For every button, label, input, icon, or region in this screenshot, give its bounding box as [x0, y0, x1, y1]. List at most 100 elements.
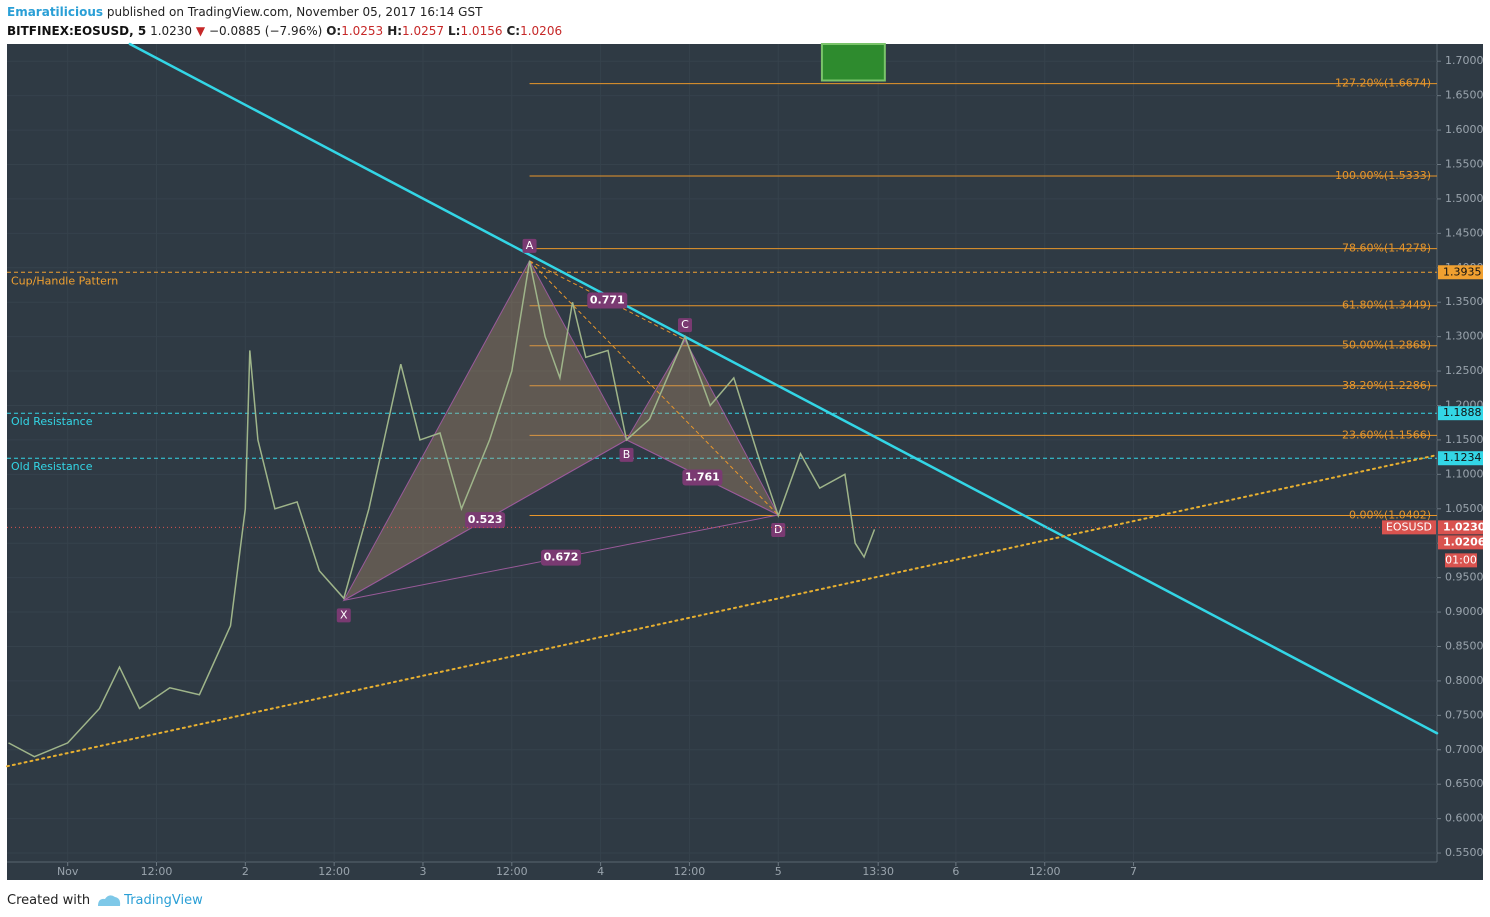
x-tick-label: 4	[597, 865, 604, 878]
y-tick-label: 0.6000	[1445, 812, 1484, 825]
chart-bg	[7, 44, 1483, 880]
fib-label: 78.60%(1.4278)	[1342, 242, 1431, 255]
ohlc-key: O:	[326, 24, 342, 38]
x-tick-label: 2	[242, 865, 249, 878]
brand[interactable]: TradingView	[124, 893, 203, 908]
fib-label: 61.80%(1.3449)	[1342, 299, 1431, 312]
axis-tag-label: 1.1234	[1443, 451, 1482, 464]
ratio-box	[587, 292, 628, 309]
level-label: Cup/Handle Pattern	[11, 274, 118, 287]
y-tick-label: 0.8500	[1445, 639, 1484, 652]
ratio-label: 0.771	[590, 293, 625, 306]
symbol: BITFINEX:EOSUSD, 5	[7, 24, 147, 38]
x-tick-label: 13:30	[862, 865, 894, 878]
price-tag	[1438, 535, 1483, 550]
quote-line: BITFINEX:EOSUSD, 5 1.0230 ▼ −0.0885 (−7.…	[7, 22, 566, 41]
y-tick-label: 1.6000	[1445, 123, 1484, 136]
target-box	[820, 43, 886, 82]
y-tick-label: 0.9500	[1445, 571, 1484, 584]
header: Emaratilicious published on TradingView.…	[7, 3, 566, 41]
ohlc-value: 1.0206	[520, 24, 563, 38]
x-tick-label: 12:00	[674, 865, 706, 878]
fib-label: 0.00%(1.0402)	[1349, 509, 1431, 522]
y-tick-label: 1.5500	[1445, 157, 1484, 170]
axis-tag	[1438, 265, 1483, 280]
point-label: B	[623, 448, 631, 461]
ohlc-value: 1.0156	[460, 24, 503, 38]
point-label: A	[526, 239, 534, 252]
x-tick-label: 5	[775, 865, 782, 878]
axis-tag-label: 1.1888	[1443, 406, 1482, 419]
x-tick-label: 6	[952, 865, 959, 878]
y-tick-label: 1.5000	[1445, 192, 1484, 205]
point-label: C	[681, 318, 689, 331]
x-tick-label: 12:00	[496, 865, 528, 878]
y-tick-label: 0.7000	[1445, 743, 1484, 756]
level-label: Old Resistance	[11, 460, 93, 473]
ratio-label: 0.672	[544, 551, 579, 564]
y-tick-label: 0.8000	[1445, 674, 1484, 687]
pattern-ratio-line	[529, 260, 779, 516]
ratio-box	[465, 512, 506, 529]
y-tick-label: 1.2500	[1445, 364, 1484, 377]
countdown: 01:00	[1445, 553, 1477, 566]
point-box	[771, 522, 786, 537]
axis-tag	[1438, 406, 1483, 421]
y-tick-label: 1.1000	[1445, 467, 1484, 480]
point-box	[677, 318, 692, 333]
ohlc-value: 1.0257	[402, 24, 445, 38]
fib-label: 50.00%(1.2868)	[1342, 339, 1431, 352]
arrow: ▼	[195, 24, 206, 38]
x-tick-label: Nov	[57, 865, 79, 878]
y-tick-label: 1.3000	[1445, 330, 1484, 343]
point-box	[619, 447, 634, 462]
logo	[98, 895, 121, 906]
ratio-label: 0.523	[468, 513, 503, 526]
y-tick-label: 1.4500	[1445, 226, 1484, 239]
ratio-box	[541, 549, 582, 566]
ratio-box	[682, 469, 723, 486]
y-tick-label: 1.6500	[1445, 89, 1484, 102]
y-tick-label: 0.9000	[1445, 605, 1484, 618]
y-tick-label: 0.7500	[1445, 708, 1484, 721]
author[interactable]: Emaratilicious	[7, 5, 104, 19]
y-tick-label: 1.7000	[1445, 54, 1484, 67]
ohlc-key: H:	[387, 24, 403, 38]
y-tick-label: 1.3500	[1445, 295, 1484, 308]
point-label: D	[774, 523, 782, 536]
price-line	[8, 260, 876, 758]
footer: Created with TradingView	[7, 890, 203, 908]
fib-label: 100.00%(1.5333)	[1335, 169, 1431, 182]
price-tag	[1438, 520, 1483, 535]
ohlc-key: L:	[448, 24, 461, 38]
header-line: Emaratilicious published on TradingView.…	[7, 3, 566, 22]
price-tag-label: 1.0206	[1443, 535, 1486, 548]
published: published on TradingView.com, November 0…	[106, 5, 483, 19]
x-tick-label: 12:00	[1029, 865, 1061, 878]
last: 1.0230	[150, 24, 193, 38]
countdown-tag	[1445, 553, 1477, 568]
created: Created with	[7, 893, 91, 908]
x-tick-label: 12:00	[141, 865, 173, 878]
chart: 0.5500 0.6000 0.6500 0.7000 0.7500 0.8000 0.85…	[6, 42, 1486, 880]
fib-label: 127.20%(1.6674)	[1335, 77, 1431, 90]
ohlc: O:1.0253 H:1.0257 L:1.0156 C:1.0206	[326, 24, 566, 38]
change: −0.0885 (−7.96%)	[208, 24, 323, 38]
x-tick-label: 3	[419, 865, 426, 878]
x-tick-label: 12:00	[318, 865, 350, 878]
y-tick-label: 1.0500	[1445, 502, 1484, 515]
point-box	[522, 238, 537, 253]
y-tick-label: 0.5500	[1445, 846, 1484, 859]
y-tick-label: 0.6500	[1445, 777, 1484, 790]
y-tick-label: 1.1500	[1445, 433, 1484, 446]
axis-tag	[1438, 451, 1483, 466]
ratio-label: 1.761	[685, 470, 720, 483]
point-label: X	[340, 608, 348, 621]
trendline	[6, 454, 1438, 768]
ohlc-value: 1.0253	[341, 24, 384, 38]
level-label: Old Resistance	[11, 415, 93, 428]
point-box	[336, 608, 351, 623]
fib-label: 23.60%(1.1566)	[1342, 428, 1431, 441]
price-tag-label: 1.0230	[1443, 520, 1486, 533]
series-name: EOSUSD	[1386, 520, 1432, 533]
